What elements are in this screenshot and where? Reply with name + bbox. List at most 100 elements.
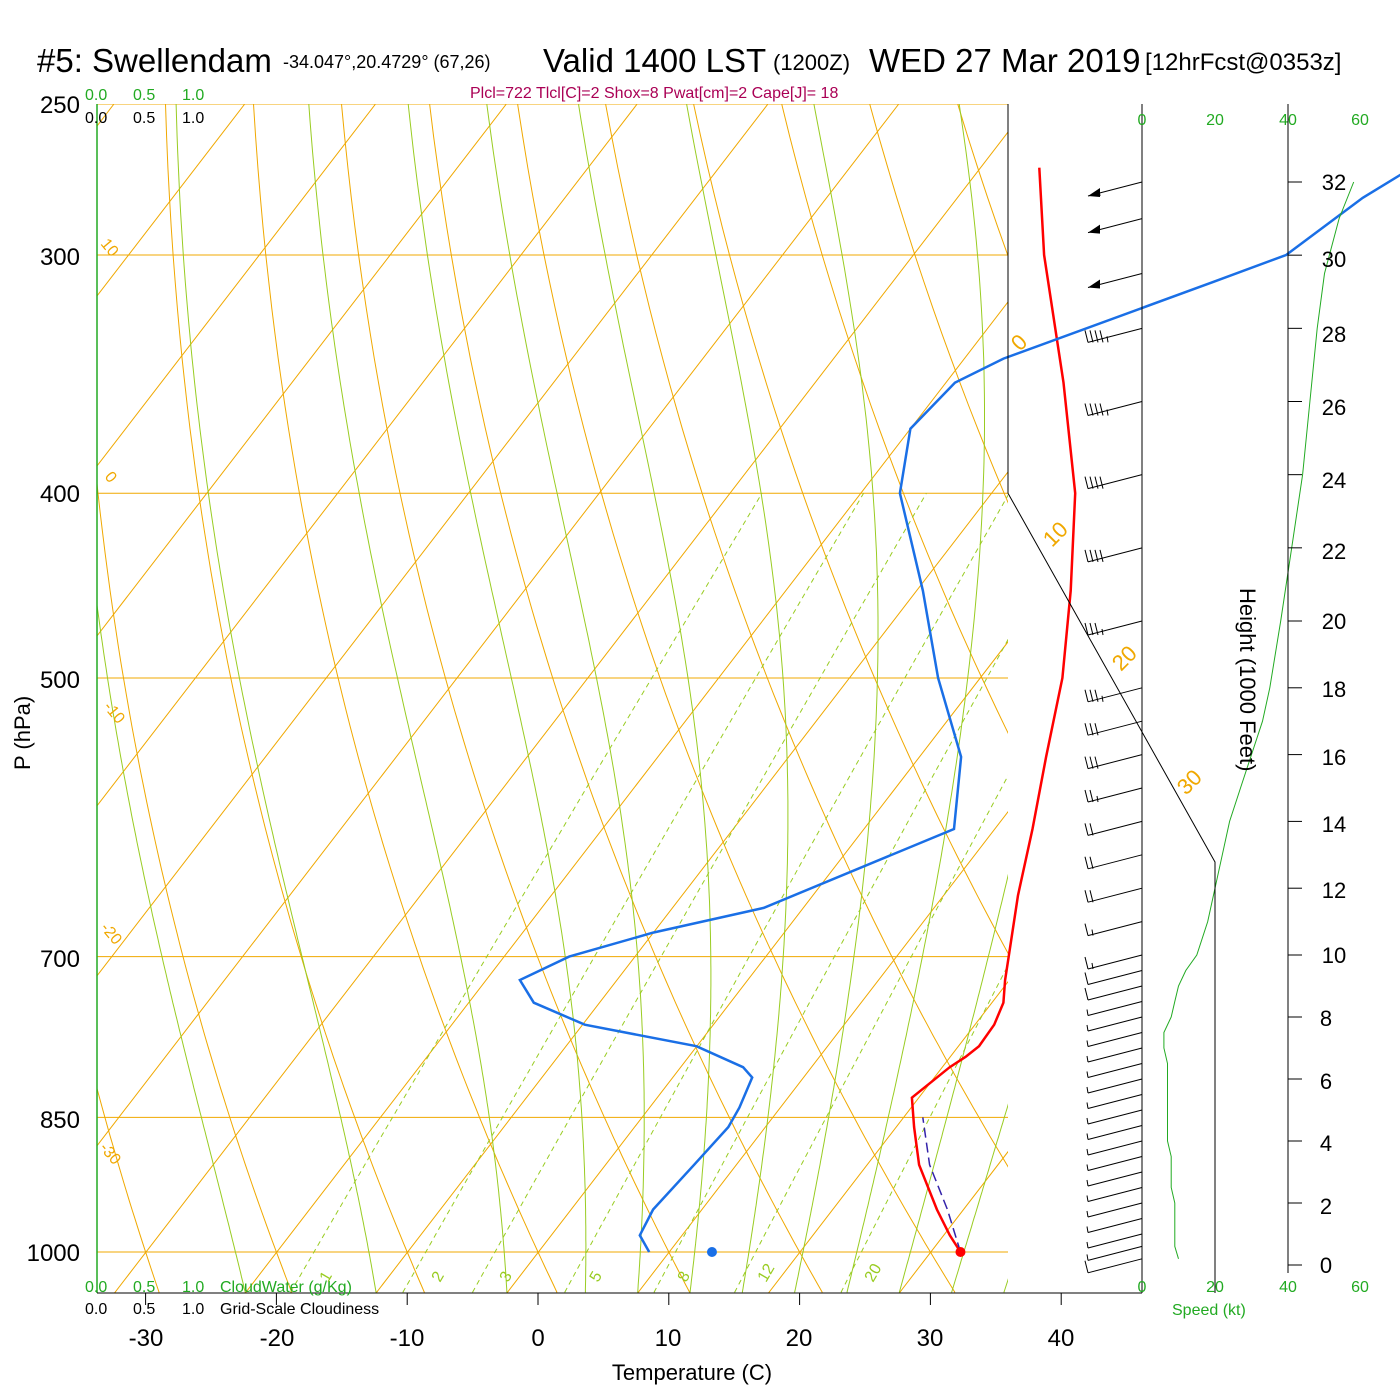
wind-barb-half-flag xyxy=(1096,795,1099,803)
p-label: 700 xyxy=(40,946,80,973)
series-layer xyxy=(518,167,1400,1257)
wind-barb-flag xyxy=(1094,549,1099,562)
wind-barb-half-flag xyxy=(1086,1055,1089,1063)
dry-adiabat-label: 0 xyxy=(1006,329,1032,355)
valid-time: Valid 1400 LST xyxy=(543,42,766,79)
wind-barb-flag xyxy=(1089,330,1094,343)
mixing-ratio-label: 20 xyxy=(862,1261,886,1285)
wind-barb-half-flag xyxy=(1086,1117,1089,1125)
wind-barb xyxy=(1086,1032,1143,1047)
isotherm-line xyxy=(244,301,1008,1293)
dry-adiabat-label: 10 xyxy=(1038,517,1073,552)
wind-barb-staff xyxy=(1087,985,1143,1001)
wind-barb-half-flag xyxy=(1091,962,1094,970)
height-tick-label: 2 xyxy=(1320,1194,1332,1219)
wind-barb-half-flag xyxy=(1098,189,1101,197)
moist-adiabat-line xyxy=(97,601,246,1293)
speed-tick-top: 0 xyxy=(1138,112,1147,129)
cloud-scale-bottom-green: 0.0 xyxy=(85,1279,107,1296)
p-label: 400 xyxy=(40,481,80,508)
height-tick-label: 8 xyxy=(1320,1006,1332,1031)
wind-barb xyxy=(1086,1109,1143,1125)
p-label: 250 xyxy=(40,92,80,119)
moist-adiabat-line xyxy=(846,104,985,1293)
speed-tick-top: 40 xyxy=(1279,112,1297,129)
isotherm-line xyxy=(97,104,900,1147)
mixing-ratio-lines xyxy=(290,492,1008,1293)
wind-barb-half-flag xyxy=(1086,1024,1089,1032)
wind-barb-flag xyxy=(1089,549,1094,562)
wind-barb xyxy=(1084,985,1143,1001)
cloud-scale-top-green: 1.0 xyxy=(182,87,204,104)
cloud-scale-top-green: 0.5 xyxy=(133,87,155,104)
stability-indices: Plcl=722 Tlcl[C]=2 Shox=8 Pwat[cm]=2 Cap… xyxy=(470,85,838,102)
isotherm-line xyxy=(97,104,507,637)
wind-barb-staff xyxy=(1087,854,1143,870)
wind-barb-half-flag xyxy=(1086,1195,1089,1202)
height-tick-label: 28 xyxy=(1322,322,1346,347)
wind-barb-half-flag xyxy=(1086,1254,1089,1261)
x-axis-label: Temperature (C) xyxy=(612,1360,772,1385)
cloud-scale-bottom-green: 0.5 xyxy=(133,1279,155,1296)
dry-adiabat-line xyxy=(517,104,956,1293)
wind-barb-flag xyxy=(1089,689,1094,702)
mixing-ratio-line xyxy=(402,492,865,1293)
wind-barb-flag xyxy=(1084,1260,1089,1273)
wind-barb xyxy=(1086,1218,1143,1233)
wind-barb xyxy=(1084,954,1143,970)
mixing-ratio-line xyxy=(653,638,1008,1293)
wind-barb-flag xyxy=(1089,756,1094,769)
wind-barb xyxy=(1086,1233,1143,1249)
wind-barb-staff xyxy=(1087,921,1143,937)
wind-barb xyxy=(1086,1063,1143,1078)
dry-adiabat-label: 10 xyxy=(97,236,122,261)
wind-barb xyxy=(1084,820,1143,836)
wind-barb xyxy=(1086,1245,1143,1261)
wind-barb-flag xyxy=(1084,890,1089,903)
wind-barb xyxy=(1084,970,1143,985)
isotherm-line xyxy=(768,980,1008,1293)
wind-barb-flag xyxy=(1084,856,1089,869)
wind-barb-half-flag xyxy=(1086,1226,1089,1233)
wind-barb xyxy=(1086,1078,1143,1094)
wind-barb-staff xyxy=(1087,1109,1143,1125)
wind-barb-half-flag xyxy=(1086,1040,1089,1047)
wind-barb-staff xyxy=(1087,1171,1143,1187)
wind-barb xyxy=(1086,1202,1143,1218)
wind-barb xyxy=(1084,887,1143,903)
wind-barb-staff xyxy=(1087,887,1143,903)
wind-barb-staff xyxy=(1087,1016,1143,1032)
surface-temperature-marker xyxy=(955,1247,966,1257)
wind-barb-half-flag xyxy=(1101,695,1104,702)
wind-barb-flag xyxy=(1084,330,1089,343)
dry-adiabat-label: -10 xyxy=(100,699,128,728)
wind-barb xyxy=(1086,1016,1143,1032)
wind-barb xyxy=(1084,1258,1143,1274)
parcel-profile-line xyxy=(922,1117,962,1253)
wind-barb-staff xyxy=(1087,1063,1143,1078)
wind-barb-flag xyxy=(1084,789,1089,803)
speed-tick-top: 60 xyxy=(1351,112,1369,129)
cloud-scale-top-black: 0.0 xyxy=(85,110,107,127)
isotherm-line xyxy=(97,104,246,297)
wind-barb xyxy=(1086,1047,1143,1063)
wind-barb-flag xyxy=(1099,403,1104,416)
height-tick-label: 30 xyxy=(1322,247,1346,272)
wind-barb xyxy=(1086,1156,1143,1171)
moist-adiabat-line xyxy=(407,104,587,1293)
isotherm-line xyxy=(97,104,376,467)
wind-barb xyxy=(1086,1140,1143,1156)
wind-barb-half-flag xyxy=(1086,1210,1089,1218)
wind-barb-staff xyxy=(1087,1125,1143,1140)
cloudiness-label: Grid-Scale Cloudiness xyxy=(220,1301,379,1318)
cloud-scale-bottom-black: 0.5 xyxy=(133,1301,155,1318)
dry-adiabat-label: 20 xyxy=(1107,641,1142,676)
wind-barb-half-flag xyxy=(1086,1164,1089,1171)
wind-barb-flag xyxy=(1084,476,1089,489)
height-axis-label: Height (1000 Feet) xyxy=(1235,588,1260,771)
wind-barb-flag xyxy=(1094,689,1099,702)
forecast-info: [12hrFcst@0353z] xyxy=(1145,49,1341,76)
cloud-scale-bottom-black: 1.0 xyxy=(182,1301,204,1318)
cloud-scale-top-black: 1.0 xyxy=(182,110,204,127)
